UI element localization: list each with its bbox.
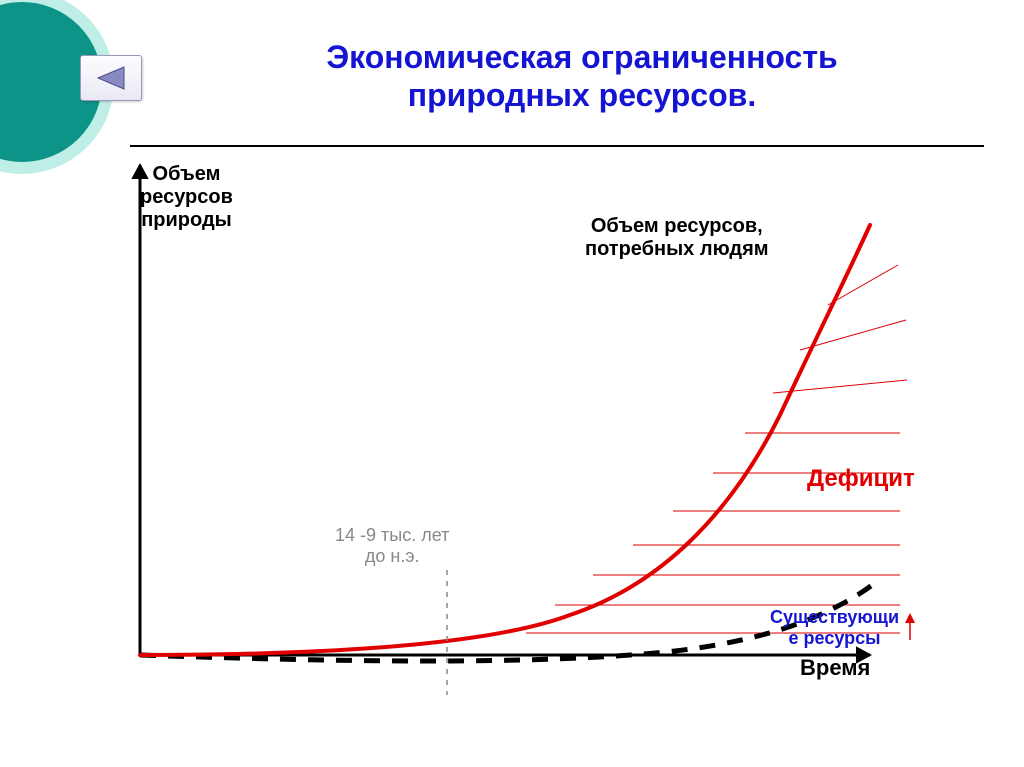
chart-area: Объем ресурсов природы Объем ресурсов, п… [70,155,970,715]
title-underline [130,145,984,147]
title-line2: природных ресурсов. [200,76,964,114]
demand-curve-label: Объем ресурсов, потребных людям [585,215,769,261]
title-line1: Экономическая ограниченность [200,38,964,76]
back-button[interactable] [80,55,142,101]
deficit-label: Дефицит [807,465,915,493]
y-axis-label: Объем ресурсов природы [140,163,233,232]
x-axis-label: Время [800,655,870,680]
existing-resources-label: Существующи е ресурсы [770,607,899,648]
back-arrow-icon [96,65,126,91]
page-title: Экономическая ограниченность природных р… [200,38,964,115]
era-marker-label: 14 -9 тыс. лет до н.э. [335,525,449,566]
